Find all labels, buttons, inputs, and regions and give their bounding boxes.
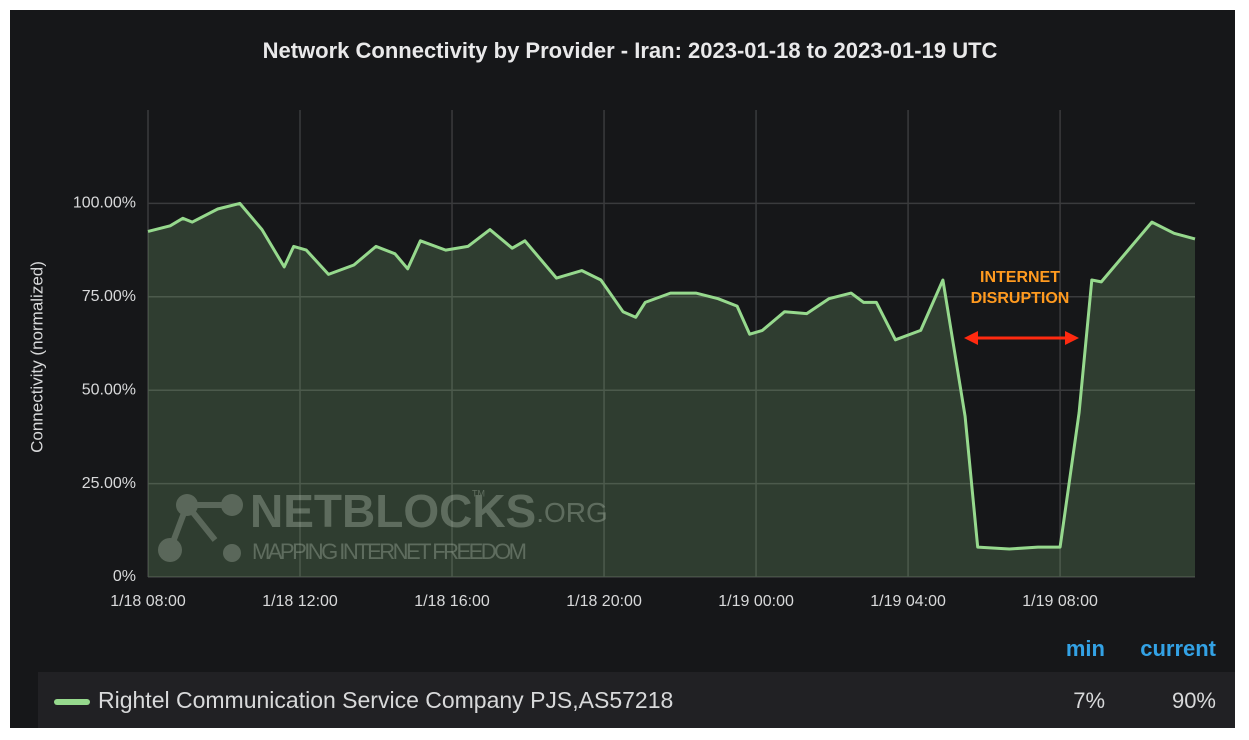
legend-label[interactable]: Rightel Communication Service Company PJ… bbox=[98, 687, 673, 713]
logo-dot bbox=[221, 494, 243, 516]
watermark-tm: TM bbox=[472, 488, 485, 498]
panel bbox=[10, 10, 1235, 728]
y-tick-label: 50.00% bbox=[82, 381, 136, 398]
chart-title: Network Connectivity by Provider - Iran:… bbox=[263, 38, 998, 63]
logo-dot bbox=[223, 544, 241, 562]
logo-dot bbox=[158, 538, 182, 562]
y-axis-label: Connectivity (normalized) bbox=[27, 261, 46, 453]
x-tick-label: 1/19 00:00 bbox=[718, 593, 794, 610]
legend-stat-header[interactable]: current bbox=[1140, 636, 1216, 661]
logo-lines bbox=[167, 502, 232, 552]
watermark-suffix: .ORG bbox=[536, 497, 608, 528]
legend-row bbox=[38, 672, 1235, 728]
legend-stat-value: 7% bbox=[1073, 688, 1105, 713]
watermark: NETBLOCKS.ORG TM MAPPING INTERNET FREEDO… bbox=[158, 485, 608, 564]
arrow-heads bbox=[964, 331, 1079, 345]
watermark-tagline: MAPPING INTERNET FREEDOM bbox=[252, 539, 527, 564]
watermark-name: NETBLOCKS bbox=[250, 485, 536, 537]
watermark-title: NETBLOCKS.ORG bbox=[250, 485, 608, 537]
line bbox=[147, 201, 1196, 551]
annotation-line: DISRUPTION bbox=[971, 290, 1070, 307]
x-tick-label: 1/18 08:00 bbox=[110, 593, 186, 610]
legend-stat-header[interactable]: min bbox=[1066, 636, 1105, 661]
logo-dot bbox=[176, 494, 198, 516]
area bbox=[148, 203, 1195, 577]
y-tick-label: 75.00% bbox=[82, 288, 136, 305]
y-tick-label: 25.00% bbox=[82, 475, 136, 492]
x-tick-label: 1/18 16:00 bbox=[414, 593, 490, 610]
legend-stat-value: 90% bbox=[1172, 688, 1216, 713]
y-tick-label: 100.00% bbox=[73, 195, 136, 212]
x-tick-label: 1/19 04:00 bbox=[870, 593, 946, 610]
x-tick-label: 1/18 12:00 bbox=[262, 593, 338, 610]
annotation-arrow bbox=[964, 331, 1079, 345]
annotation-line: INTERNET bbox=[980, 269, 1060, 286]
y-tick-label: 0% bbox=[113, 568, 136, 585]
x-tick-label: 1/18 20:00 bbox=[566, 593, 642, 610]
x-tick-label: 1/19 08:00 bbox=[1022, 593, 1098, 610]
